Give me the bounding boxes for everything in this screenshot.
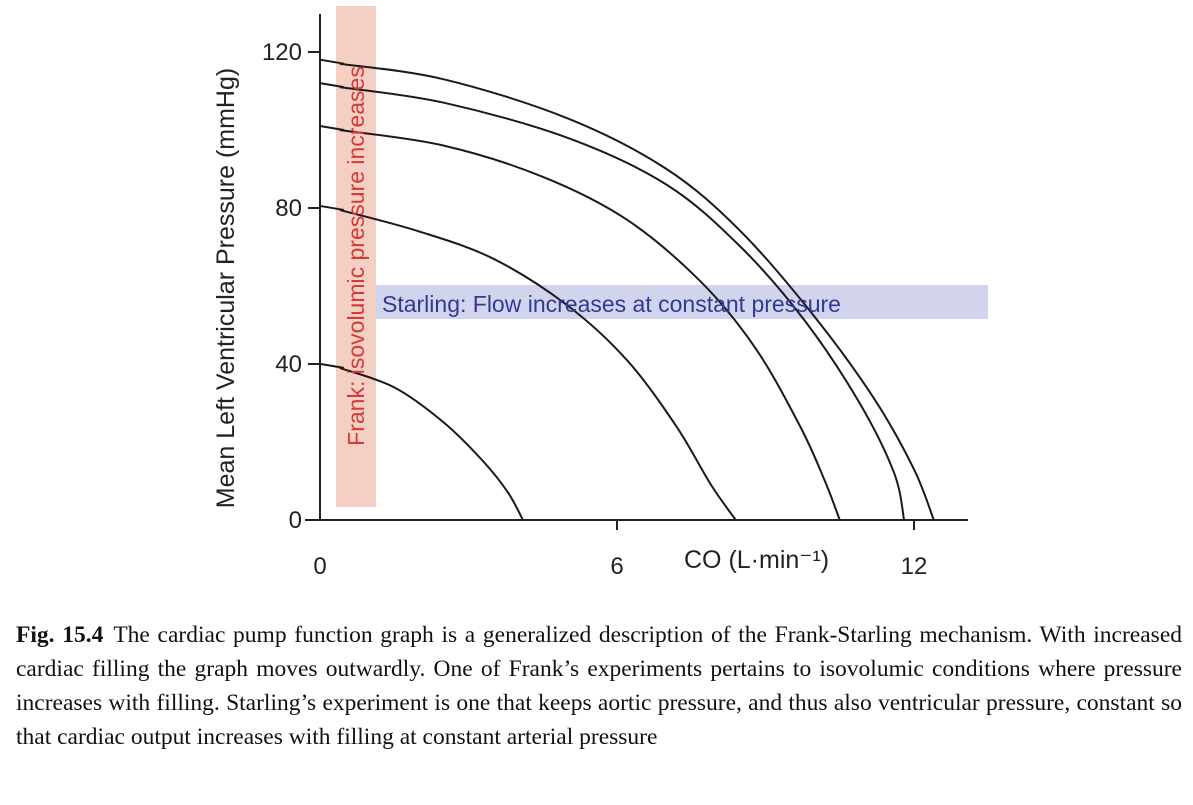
curve-axis-stub-5 <box>319 58 344 65</box>
x-tick-label-12: 12 <box>901 553 928 580</box>
figure-caption-label: Fig. 15.4 <box>16 622 104 648</box>
figure-caption: Fig. 15.4 The cardiac pump function graph… <box>16 618 1182 754</box>
x-tick-label-6: 6 <box>610 553 623 580</box>
ticks-group: 0 40 80 120 0 6 12 <box>262 39 927 580</box>
y-tick-label-0: 0 <box>289 507 302 534</box>
starling-annotation-band <box>376 285 988 319</box>
starling-annotation-text: Starling: Flow increases at constant pre… <box>382 291 841 317</box>
curve-axis-stub-4 <box>319 82 344 89</box>
curve-axis-stub-3 <box>319 125 344 131</box>
frank-annotation-text: Frank: isovolumic pressure increases <box>343 66 369 446</box>
x-axis-label: CO (L·min⁻¹) <box>684 546 829 574</box>
curve-axis-stub-2 <box>319 204 344 211</box>
y-axis-label: Mean Left Ventricular Pressure (mmHg) <box>212 68 240 508</box>
y-tick-label-40: 40 <box>275 351 302 378</box>
curve-axis-stub-1 <box>319 362 344 369</box>
pump-function-curve-2 <box>339 208 737 521</box>
pump-function-curve-4 <box>339 86 906 521</box>
y-tick-label-80: 80 <box>275 195 302 222</box>
figure-caption-text: The cardiac pump function graph is a gen… <box>16 622 1182 750</box>
pump-function-curve-3 <box>339 129 841 521</box>
y-tick-label-120: 120 <box>262 39 302 66</box>
pump-function-chart: 0 40 80 120 0 6 12 Frank: isovolumic pressure … <box>212 6 988 580</box>
x-tick-label-0: 0 <box>313 553 326 580</box>
pump-function-curve-1 <box>339 366 524 521</box>
pump-function-curve-5 <box>339 62 935 521</box>
curves-group <box>319 58 935 521</box>
